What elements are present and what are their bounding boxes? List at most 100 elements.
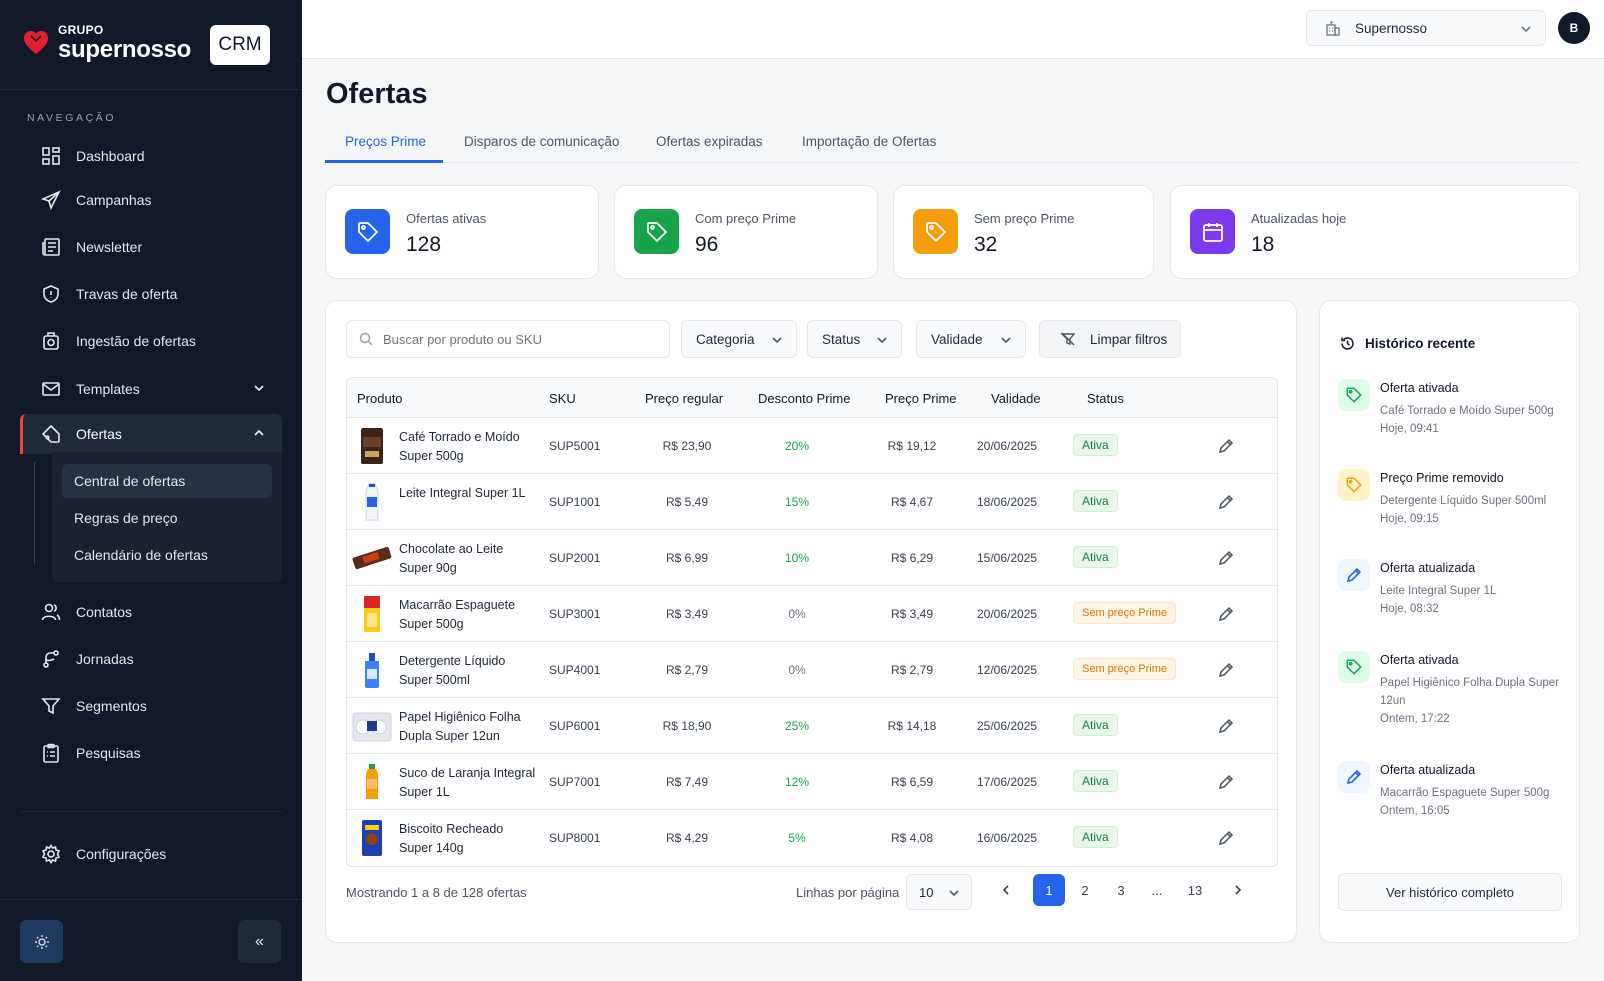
categoria-filter[interactable]: Categoria bbox=[681, 320, 797, 358]
sidebar-item-dashboard[interactable]: Dashboard bbox=[20, 136, 282, 176]
page-button-3[interactable]: 3 bbox=[1117, 882, 1125, 898]
stat-value: 18 bbox=[1251, 233, 1275, 256]
submenu-item-central[interactable]: Central de ofertas bbox=[62, 464, 272, 498]
prime-discount: 12% bbox=[784, 775, 810, 789]
submenu-line bbox=[34, 462, 35, 564]
sidebar-item-ingestao[interactable]: Ingestão de ofertas bbox=[20, 321, 282, 361]
edit-pencil-icon[interactable] bbox=[1217, 717, 1235, 735]
sidebar-item-jornadas[interactable]: Jornadas bbox=[20, 639, 282, 679]
funnel-icon bbox=[40, 695, 62, 717]
theme-toggle-button[interactable] bbox=[20, 920, 63, 963]
edit-pencil-icon[interactable] bbox=[1217, 829, 1235, 847]
building-icon bbox=[1326, 21, 1340, 36]
stat-label: Atualizadas hoje bbox=[1251, 211, 1347, 226]
brand-logo[interactable]: GRUPO supernosso bbox=[22, 24, 191, 62]
sidebar-item-contatos[interactable]: Contatos bbox=[20, 592, 282, 632]
validade-filter[interactable]: Validade bbox=[916, 320, 1026, 358]
regular-price: R$ 6,99 bbox=[665, 551, 709, 565]
table-row[interactable]: Chocolate ao Leite Super 90g SUP2001 R$ … bbox=[347, 530, 1277, 586]
product-name: Papel Higiênico Folha Dupla Super 12un bbox=[399, 710, 521, 743]
regular-price: R$ 18,90 bbox=[662, 719, 712, 733]
status-badge: Ativa bbox=[1073, 770, 1118, 792]
col-desconto-prime[interactable]: Desconto Prime bbox=[758, 391, 851, 406]
col-sku[interactable]: SKU bbox=[549, 391, 576, 406]
sidebar-item-ofertas[interactable]: Ofertas bbox=[20, 414, 282, 454]
validity-date: 12/06/2025 bbox=[976, 663, 1038, 677]
edit-pencil-icon[interactable] bbox=[1217, 493, 1235, 511]
brand-group-label: GRUPO bbox=[58, 23, 104, 37]
col-produto[interactable]: Produto bbox=[357, 391, 403, 406]
view-full-history-button[interactable]: Ver histórico completo bbox=[1338, 873, 1562, 911]
status-badge: Ativa bbox=[1073, 714, 1118, 736]
sidebar-item-segmentos[interactable]: Segmentos bbox=[20, 686, 282, 726]
search-icon bbox=[359, 332, 373, 346]
users-icon bbox=[40, 601, 62, 623]
tab-ofertas-expiradas[interactable]: Ofertas expiradas bbox=[656, 134, 763, 149]
pencil-icon bbox=[1338, 761, 1370, 793]
table-row[interactable]: Café Torrado e Moído Super 500g SUP5001 … bbox=[347, 418, 1277, 474]
send-icon bbox=[40, 189, 62, 211]
clear-filters-button[interactable]: Limpar filtros bbox=[1039, 320, 1181, 358]
chevron-down-icon bbox=[1521, 26, 1531, 33]
route-icon bbox=[40, 648, 62, 670]
sidebar-item-newsletter[interactable]: Newsletter bbox=[20, 227, 282, 267]
rows-per-page-label: Linhas por página bbox=[796, 885, 900, 900]
table-row[interactable]: Suco de Laranja Integral Super 1L SUP700… bbox=[347, 754, 1277, 810]
edit-pencil-icon[interactable] bbox=[1217, 773, 1235, 791]
search-box[interactable] bbox=[346, 320, 670, 358]
history-item-time: Ontem, 16:05 bbox=[1380, 805, 1450, 817]
product-name: Macarrão Espaguete Super 500g bbox=[399, 598, 516, 631]
stat-value: 96 bbox=[695, 233, 719, 256]
sku: SUP4001 bbox=[549, 663, 601, 677]
sidebar-item-campanhas[interactable]: Campanhas bbox=[20, 180, 282, 220]
sidebar-item-pesquisas[interactable]: Pesquisas bbox=[20, 733, 282, 773]
history-item-desc: Leite Integral Super 1L bbox=[1380, 585, 1497, 597]
collapse-sidebar-button[interactable]: « bbox=[238, 920, 281, 963]
prime-price: R$ 19,12 bbox=[887, 439, 937, 453]
edit-pencil-icon[interactable] bbox=[1217, 661, 1235, 679]
table-row[interactable]: Biscoito Recheado Super 140g SUP8001 R$ … bbox=[347, 810, 1277, 866]
filter-label: Categoria bbox=[696, 331, 755, 347]
edit-pencil-icon[interactable] bbox=[1217, 437, 1235, 455]
recent-history-panel: Histórico recente Oferta ativada Café To… bbox=[1319, 300, 1580, 943]
rows-per-page-select[interactable]: 10 bbox=[906, 874, 972, 910]
page-button-13[interactable]: 13 bbox=[1187, 882, 1203, 898]
filter-label: Status bbox=[822, 331, 861, 347]
sidebar-item-travas[interactable]: Travas de oferta bbox=[20, 274, 282, 314]
col-preco-regular[interactable]: Preço regular bbox=[645, 391, 724, 406]
tab-precos-prime[interactable]: Preços Prime bbox=[345, 134, 427, 149]
page-button-1[interactable]: 1 bbox=[1033, 874, 1065, 906]
sidebar-item-templates[interactable]: Templates bbox=[20, 369, 282, 409]
search-input[interactable] bbox=[383, 331, 653, 347]
store-select[interactable]: Supernosso bbox=[1306, 10, 1546, 46]
avatar[interactable]: B bbox=[1558, 12, 1590, 44]
next-page-button[interactable] bbox=[1222, 874, 1254, 906]
toilet-paper-product-image bbox=[352, 712, 392, 742]
col-preco-prime[interactable]: Preço Prime bbox=[885, 391, 957, 406]
page-button-2[interactable]: 2 bbox=[1081, 882, 1089, 898]
validity-date: 20/06/2025 bbox=[976, 439, 1038, 453]
submenu-item-calendario[interactable]: Calendário de ofertas bbox=[74, 547, 208, 563]
status-badge: Sem preço Prime bbox=[1073, 602, 1176, 624]
sidebar-item-label: Campanhas bbox=[76, 192, 152, 208]
edit-pencil-icon[interactable] bbox=[1217, 605, 1235, 623]
table-row[interactable]: Detergente Líquido Super 500ml SUP4001 R… bbox=[347, 642, 1277, 698]
submenu-item-regras[interactable]: Regras de preço bbox=[74, 510, 178, 526]
offers-table-card: Categoria Status Validade Limpar filtros… bbox=[325, 300, 1297, 943]
ingest-icon bbox=[40, 330, 62, 352]
divider bbox=[20, 811, 282, 812]
validity-date: 20/06/2025 bbox=[976, 607, 1038, 621]
prev-page-button[interactable] bbox=[990, 874, 1022, 906]
page-title: Ofertas bbox=[326, 78, 428, 110]
status-filter[interactable]: Status bbox=[807, 320, 902, 358]
table-row[interactable]: Leite Integral Super 1L SUP1001 R$ 5,49 … bbox=[347, 474, 1277, 530]
table-row[interactable]: Macarrão Espaguete Super 500g SUP3001 R$… bbox=[347, 586, 1277, 642]
tabs: Preços Prime Disparos de comunicação Ofe… bbox=[325, 123, 1580, 163]
table-row[interactable]: Papel Higiênico Folha Dupla Super 12un S… bbox=[347, 698, 1277, 754]
col-validade[interactable]: Validade bbox=[991, 391, 1041, 406]
tab-disparos[interactable]: Disparos de comunicação bbox=[464, 134, 620, 149]
sidebar-item-configuracoes[interactable]: Configurações bbox=[20, 834, 282, 874]
edit-pencil-icon[interactable] bbox=[1217, 549, 1235, 567]
tab-importacao[interactable]: Importação de Ofertas bbox=[802, 134, 937, 149]
col-status[interactable]: Status bbox=[1087, 391, 1124, 406]
